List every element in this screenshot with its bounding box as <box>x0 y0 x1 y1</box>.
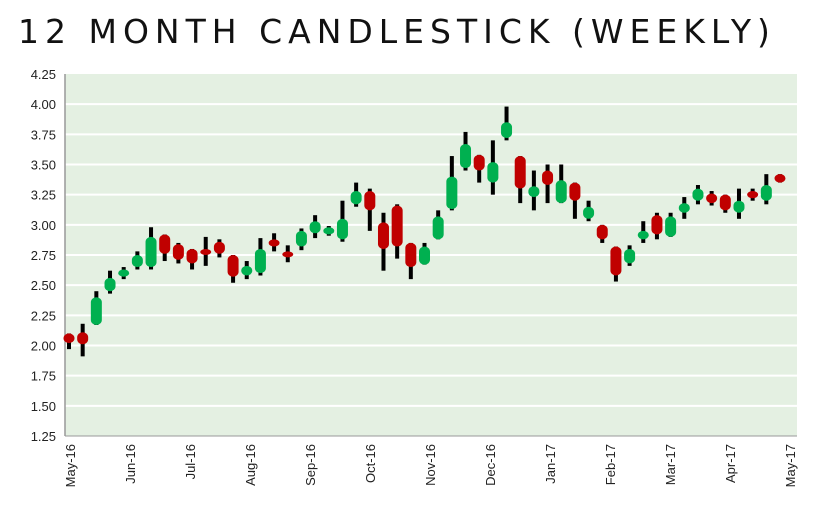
y-tick-label: 2.75 <box>31 248 56 263</box>
y-tick-label: 2.00 <box>31 339 56 354</box>
candle-body-down <box>719 194 731 211</box>
y-tick-label: 3.25 <box>31 188 56 203</box>
candle-body-up <box>733 200 745 213</box>
candle-body-down <box>213 241 225 254</box>
y-tick-label: 3.75 <box>31 127 56 142</box>
candle-body-up <box>665 216 677 237</box>
candle-body-up <box>104 277 116 292</box>
y-tick-label: 2.25 <box>31 308 56 323</box>
candle-body-up <box>528 186 540 198</box>
candle-body-up <box>555 180 567 204</box>
candle-body-down <box>542 170 554 186</box>
x-tick-label: Apr-17 <box>723 444 738 483</box>
candle-body-up <box>692 188 704 201</box>
x-tick-label: Nov-16 <box>423 444 438 486</box>
candle-body-up <box>446 176 458 210</box>
candle-body-up <box>460 143 472 169</box>
candle-body-down <box>405 242 417 268</box>
candle-body-down <box>186 248 198 264</box>
chart-title: 12 MONTH CANDLESTICK (WEEKLY) <box>18 12 776 51</box>
candle-body-up <box>90 297 102 325</box>
candle-body-down <box>159 234 171 254</box>
y-tick-label: 4.25 <box>31 67 56 82</box>
candle-body-down <box>77 332 89 345</box>
candle-body-down <box>63 333 75 344</box>
candle-body-up <box>583 206 595 219</box>
x-tick-label: Aug-16 <box>243 444 258 486</box>
x-tick-label: Mar-17 <box>663 444 678 485</box>
y-tick-label: 1.25 <box>31 429 56 444</box>
candle-body-down <box>268 239 280 247</box>
y-tick-label: 4.00 <box>31 97 56 112</box>
candle-body-up <box>118 269 130 277</box>
candle-body-up <box>350 191 362 205</box>
candle-body-up <box>145 236 157 268</box>
candle-body-down <box>651 215 663 235</box>
y-tick-label: 1.50 <box>31 399 56 414</box>
candle-body-down <box>200 248 212 255</box>
candle-body-up <box>241 265 253 276</box>
candle-body-down <box>172 244 184 260</box>
candle-body-up <box>678 203 690 213</box>
candle-body-up <box>624 248 636 264</box>
x-tick-label: May-17 <box>783 444 798 487</box>
y-tick-label: 2.50 <box>31 278 56 293</box>
x-tick-label: Dec-16 <box>483 444 498 486</box>
candle-body-down <box>377 222 389 249</box>
candle-body-up <box>760 185 772 201</box>
x-tick-label: Oct-16 <box>363 444 378 483</box>
candle-body-down <box>364 191 376 211</box>
candle-body-down <box>610 246 622 276</box>
candle-body-up <box>323 227 335 235</box>
candle-body-up <box>295 230 307 247</box>
candle-body-down <box>747 191 759 199</box>
candle-body-down <box>391 205 403 247</box>
candle-body-down <box>282 251 294 258</box>
candle-body-up <box>254 248 266 274</box>
x-tick-label: Jun-16 <box>123 444 138 484</box>
candle-body-up <box>336 218 348 240</box>
x-tick-label: Jul-16 <box>183 444 198 479</box>
candle-body-up <box>432 216 444 240</box>
candle-body-up <box>131 255 143 268</box>
candle-body-down <box>473 154 485 171</box>
candle-body-down <box>774 174 786 183</box>
y-tick-label: 3.00 <box>31 218 56 233</box>
candle-body-down <box>569 182 581 201</box>
candle-body-up <box>501 122 513 138</box>
candle-body-up <box>309 221 321 234</box>
x-tick-label: Sep-16 <box>303 444 318 486</box>
candle-body-down <box>514 156 526 189</box>
candle-body-up <box>487 162 499 183</box>
x-tick-label: Feb-17 <box>603 444 618 485</box>
candle-body-down <box>227 255 239 277</box>
candle-body-down <box>706 193 718 204</box>
x-tick-label: Jan-17 <box>543 444 558 484</box>
candle-body-down <box>596 224 608 240</box>
y-tick-label: 1.75 <box>31 369 56 384</box>
y-tick-label: 3.50 <box>31 158 56 173</box>
candle-body-up <box>419 246 430 265</box>
candle-body-up <box>637 230 649 240</box>
x-tick-label: May-16 <box>63 444 78 487</box>
